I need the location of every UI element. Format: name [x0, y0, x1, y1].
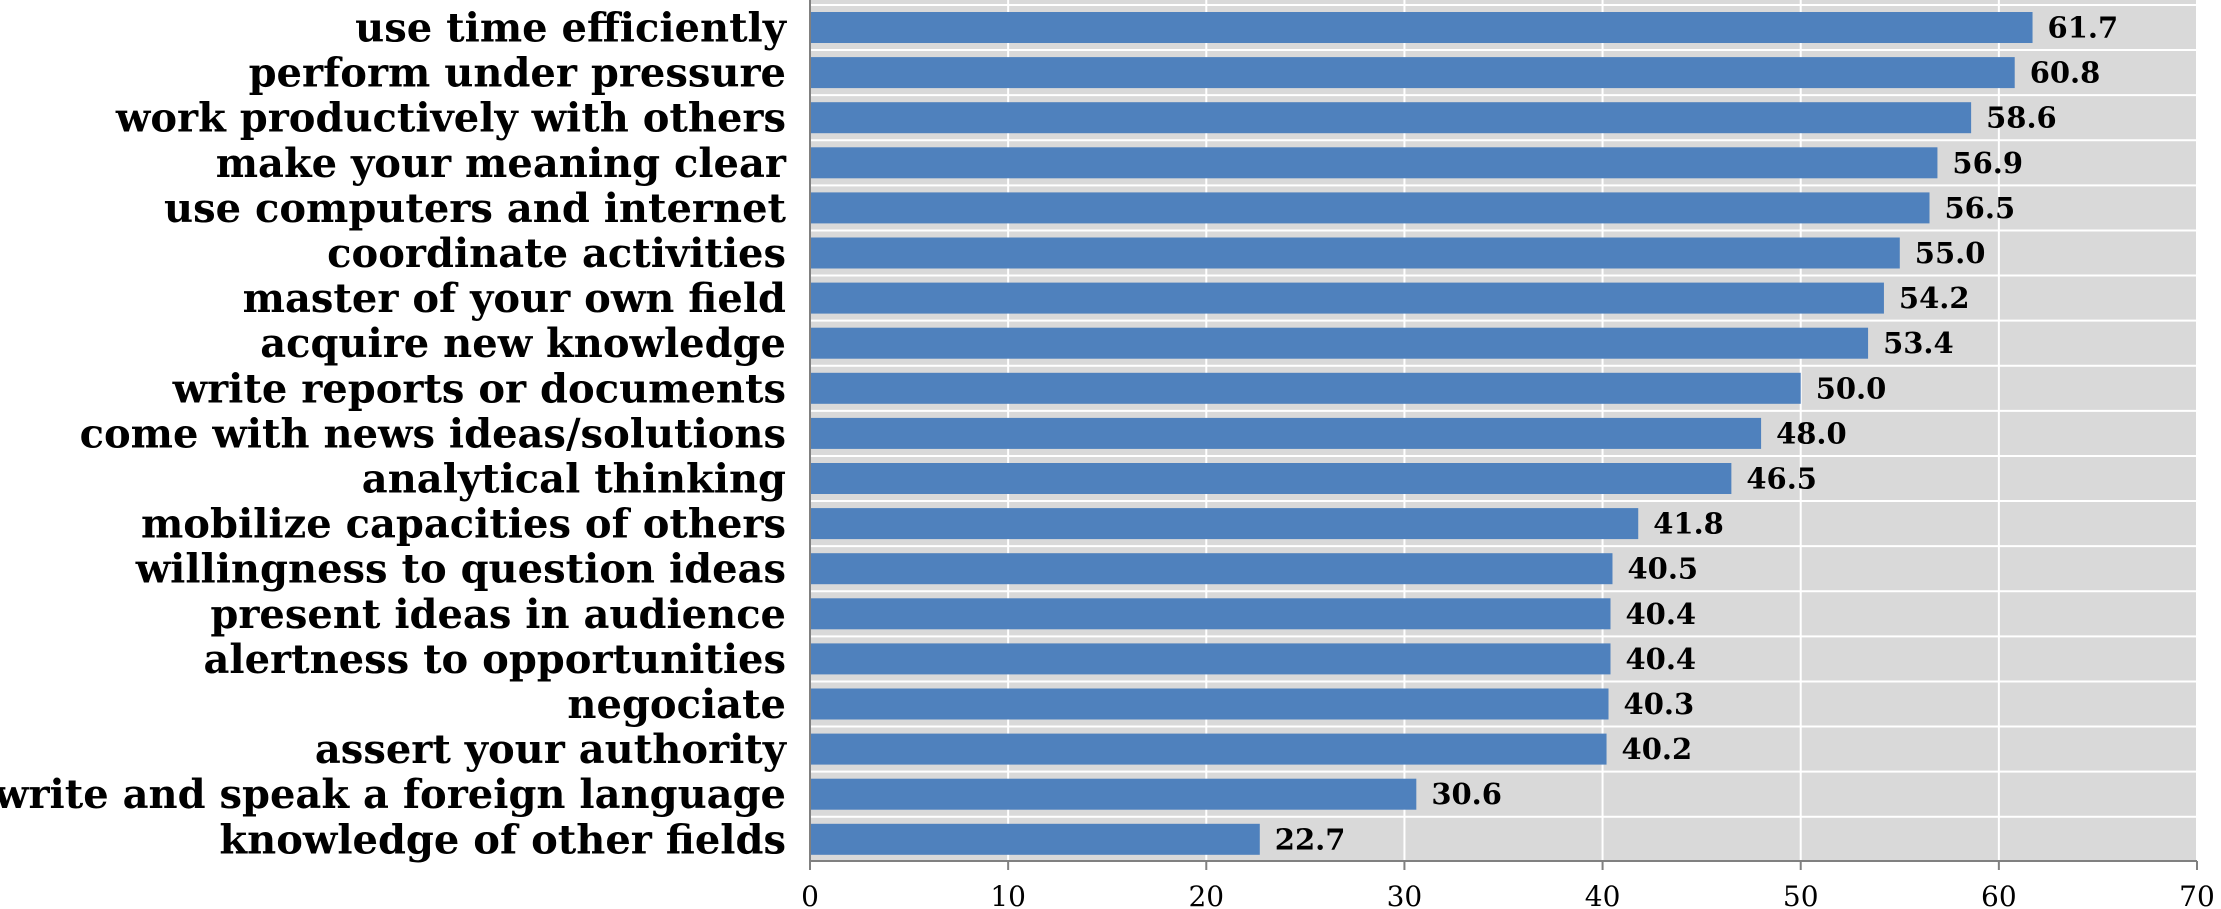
category-label: mobilize capacities of others — [141, 501, 786, 548]
data-label: 22.7 — [1275, 822, 1346, 856]
category-label: master of your own field — [243, 275, 786, 322]
data-label: 54.2 — [1899, 281, 1970, 315]
data-label: 48.0 — [1776, 416, 1847, 450]
value-labels: 61.7 60.8 58.6 56.9 56.5 55.0 54.2 53.4 50.0 48.0… — [1275, 11, 2118, 857]
bar — [810, 372, 1801, 404]
data-label: 50.0 — [1816, 371, 1887, 405]
data-label: 40.2 — [1622, 732, 1693, 766]
bar — [810, 598, 1611, 630]
bar — [810, 57, 2015, 89]
x-tick-label: 20 — [1188, 880, 1224, 909]
bars — [810, 12, 2033, 855]
category-label: knowledge of other fields — [219, 816, 786, 863]
category-label: write and speak a foreign language — [0, 771, 786, 818]
x-tick-label: 10 — [990, 880, 1026, 909]
bar — [810, 553, 1613, 585]
data-label: 46.5 — [1746, 462, 1817, 496]
category-label: coordinate activities — [327, 230, 786, 277]
category-label: present ideas in audience — [210, 591, 786, 638]
x-tick-label: 40 — [1585, 880, 1621, 909]
bar — [810, 778, 1417, 810]
bar — [810, 688, 1609, 720]
data-label: 58.6 — [1986, 101, 2057, 135]
category-label: make your meaning clear — [216, 140, 787, 187]
bar — [810, 147, 1938, 179]
bar — [810, 192, 1930, 224]
x-tick-label: 70 — [2179, 880, 2215, 909]
bar — [810, 733, 1607, 765]
data-label: 41.8 — [1653, 507, 1724, 541]
bar — [810, 282, 1884, 314]
bar — [810, 508, 1639, 540]
x-tick-label: 0 — [801, 880, 819, 909]
data-label: 40.4 — [1625, 597, 1696, 631]
bar — [810, 417, 1762, 449]
category-label: come with news ideas/solutions — [80, 410, 786, 457]
bar — [810, 463, 1732, 494]
data-label: 40.5 — [1627, 552, 1698, 586]
x-tick-label: 60 — [1981, 880, 2017, 909]
category-label: assert your authority — [315, 726, 788, 773]
category-label: write reports or documents — [172, 365, 786, 412]
data-label: 53.4 — [1883, 326, 1954, 360]
category-label: alertness to opportunities — [203, 636, 786, 683]
x-axis: 0 10 20 30 40 50 60 70 — [801, 0, 2215, 909]
x-tick-label: 30 — [1387, 880, 1423, 909]
data-label: 55.0 — [1915, 236, 1986, 270]
data-label: 40.3 — [1624, 687, 1695, 721]
category-label: perform under pressure — [249, 50, 786, 97]
data-label: 30.6 — [1431, 777, 1502, 811]
data-label: 61.7 — [2048, 11, 2119, 45]
category-label: work productively with others — [115, 95, 786, 142]
category-label: use computers and internet — [164, 185, 787, 232]
category-label: negociate — [567, 681, 786, 728]
category-label: acquire new knowledge — [260, 320, 786, 367]
bar — [810, 237, 1900, 269]
bar — [810, 102, 1972, 134]
x-tick-label: 50 — [1783, 880, 1819, 909]
data-label: 40.4 — [1625, 642, 1696, 676]
bar — [810, 327, 1869, 359]
data-label: 56.9 — [1952, 146, 2023, 180]
bar — [810, 823, 1260, 855]
category-label: use time efficiently — [355, 5, 788, 52]
category-label: willingness to question ideas — [135, 546, 786, 593]
data-label: 56.5 — [1945, 191, 2016, 225]
bar — [810, 643, 1611, 675]
data-label: 60.8 — [2030, 56, 2101, 90]
category-label: analytical thinking — [362, 456, 786, 503]
bar — [810, 12, 2033, 43]
